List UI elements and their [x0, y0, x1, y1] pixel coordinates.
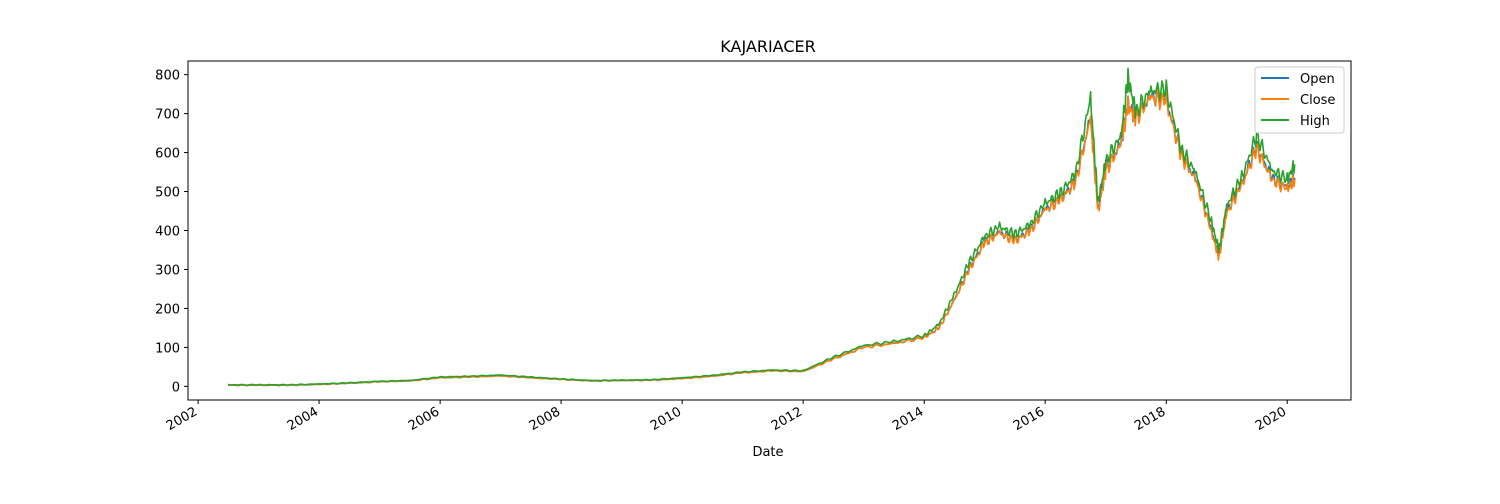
y-tick-label: 500: [155, 186, 180, 201]
y-tick-label: 700: [155, 108, 180, 123]
x-tick-label: 2012: [769, 404, 805, 434]
plot-area: [227, 67, 1296, 387]
series-line-close: [228, 89, 1296, 387]
x-axis-label: Date: [752, 445, 783, 460]
x-tick-label: 2010: [648, 404, 684, 434]
x-tick-label: 2016: [1011, 404, 1047, 434]
legend: Open Close High: [1254, 66, 1345, 134]
y-axis: 0 100 200 300 400 500 600 700 800: [155, 69, 188, 395]
x-tick-label: 2018: [1132, 404, 1168, 434]
y-tick-label: 0: [172, 380, 180, 395]
x-tick-label: 2002: [164, 404, 200, 434]
chart-title: KAJARIACER: [720, 37, 815, 56]
y-tick-label: 400: [155, 225, 180, 240]
y-tick-label: 200: [155, 302, 180, 317]
legend-label-high: High: [1300, 114, 1330, 129]
x-tick-label: 2008: [527, 404, 563, 434]
legend-box: [1254, 66, 1345, 134]
series-line-high: [227, 67, 1296, 387]
x-tick-label: 2004: [285, 404, 321, 434]
y-tick-label: 600: [155, 147, 180, 162]
x-tick-label: 2020: [1253, 404, 1289, 434]
y-tick-label: 100: [155, 341, 180, 356]
legend-label-close: Close: [1300, 93, 1335, 108]
axes-frame: [187, 60, 1352, 401]
legend-label-open: Open: [1300, 72, 1335, 87]
x-tick-label: 2006: [406, 404, 442, 434]
y-tick-label: 800: [155, 69, 180, 84]
x-axis: 2002 2004 2006 2008 2010 2012 2014 2016 2018 2020: [164, 400, 1289, 434]
y-tick-label: 300: [155, 263, 180, 278]
series-line-open: [228, 86, 1296, 387]
x-tick-label: 2014: [890, 404, 926, 434]
